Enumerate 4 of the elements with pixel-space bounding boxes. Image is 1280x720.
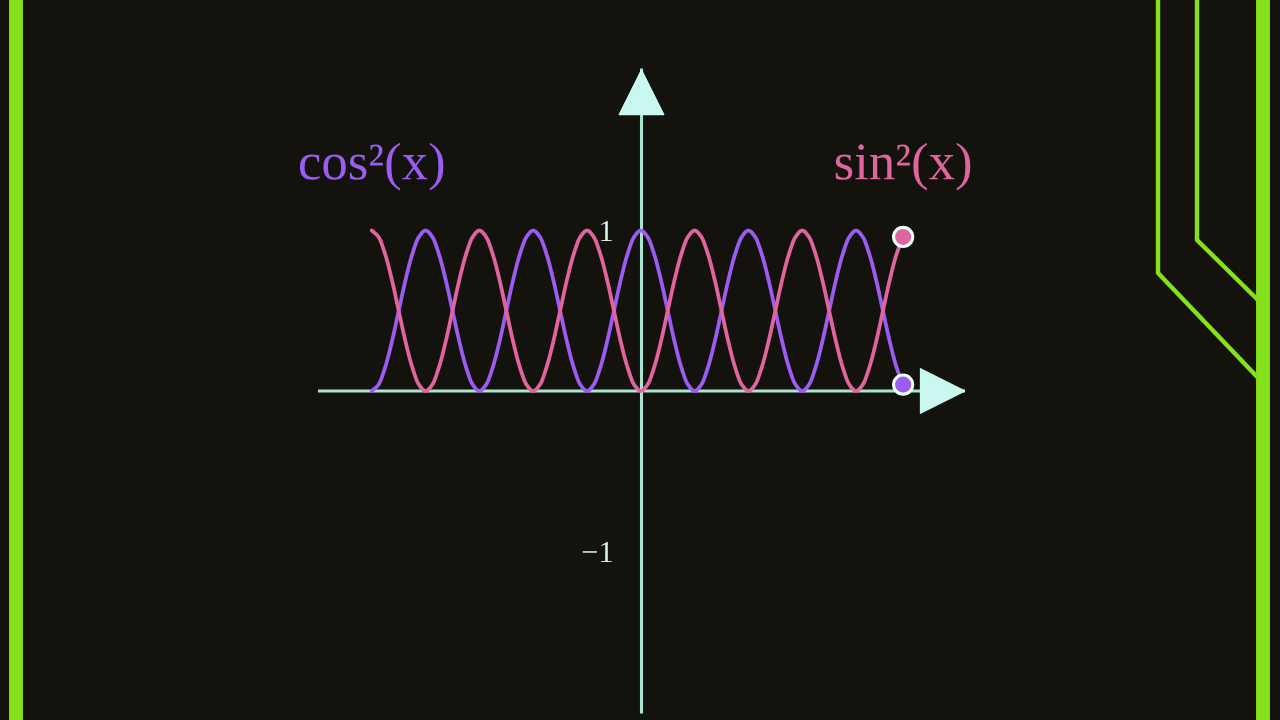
y-tick-label: 1 xyxy=(601,220,612,242)
series-label: sin²(x) xyxy=(835,142,971,191)
series-label: cos²(x) xyxy=(299,142,444,191)
y-tick-label: −1 xyxy=(582,541,612,563)
